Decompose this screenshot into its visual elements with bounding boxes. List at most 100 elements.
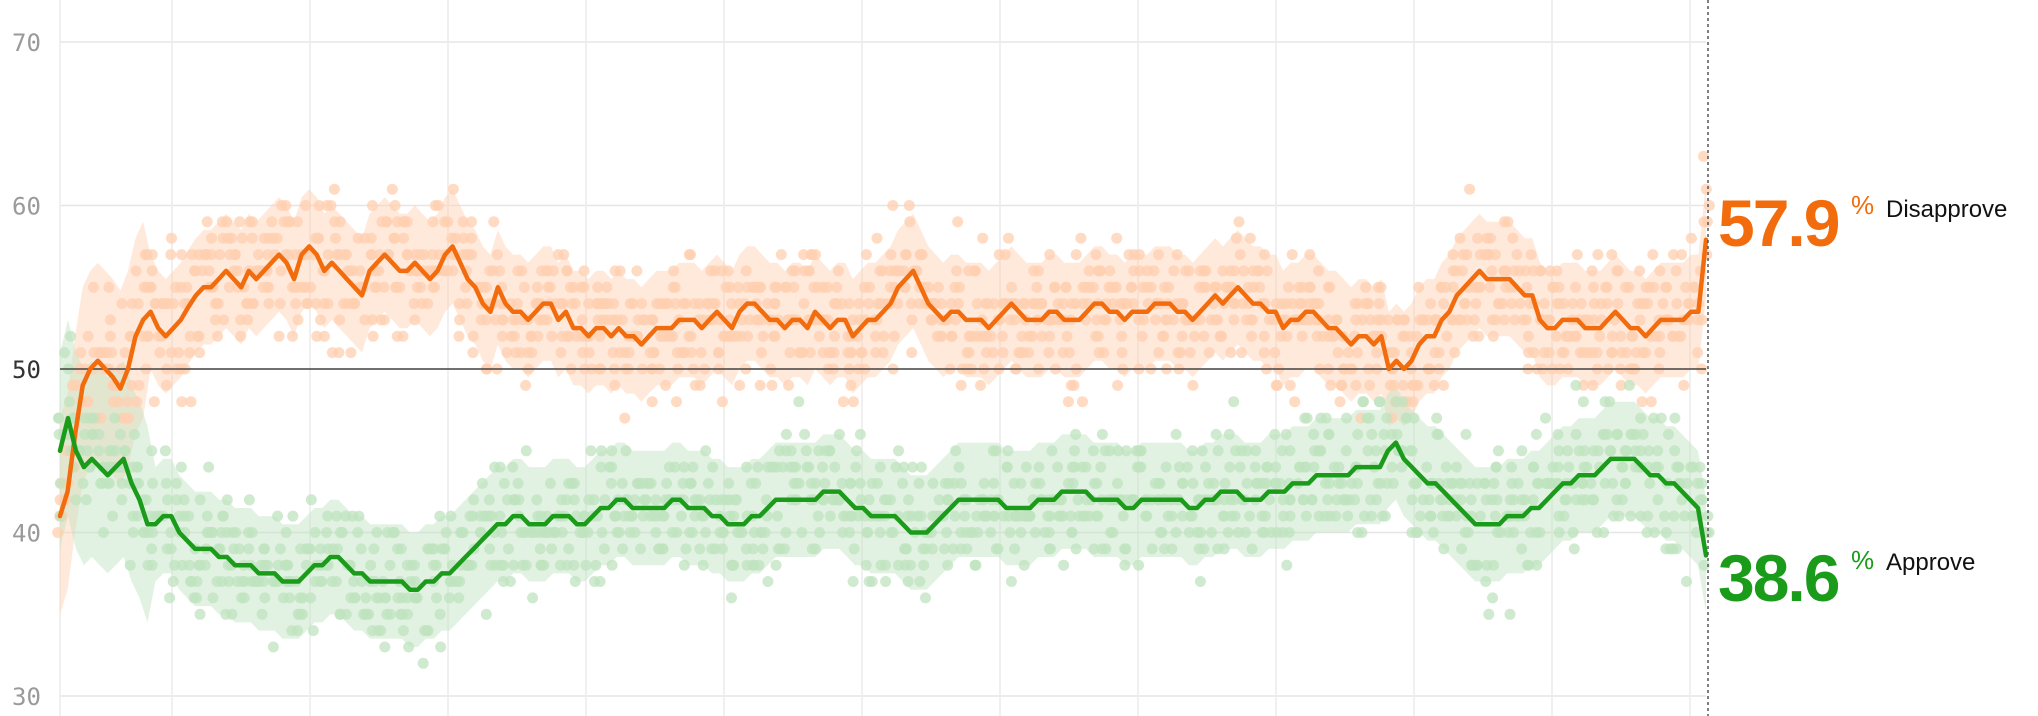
approve-poll-dot (1613, 510, 1625, 522)
disapprove-poll-dot (887, 200, 899, 211)
approve-poll-dot (282, 559, 294, 571)
disapprove-poll-dot (203, 265, 215, 277)
disapprove-poll-dot (1575, 298, 1587, 310)
disapprove-poll-dot (614, 265, 626, 277)
approve-poll-dot (368, 543, 380, 555)
approve-poll-dot (1681, 477, 1693, 489)
disapprove-poll-dot (1036, 330, 1048, 342)
approve-poll-dot (1579, 445, 1590, 457)
disapprove-poll-dot (1269, 347, 1281, 359)
disapprove-poll-dot (212, 330, 224, 342)
approve-poll-dot (918, 559, 930, 571)
disapprove-poll-dot (969, 265, 981, 277)
approve-poll-dot (770, 559, 782, 571)
approve-poll-dot (1698, 559, 1710, 571)
disapprove-poll-dot (935, 298, 947, 310)
disapprove-poll-dot (378, 281, 390, 293)
disapprove-poll-dot (112, 396, 124, 408)
approve-poll-dot (147, 477, 159, 489)
approve-poll-dot (762, 576, 774, 587)
disapprove-poll-dot (670, 298, 682, 310)
disapprove-poll-dot (863, 298, 875, 310)
disapprove-poll-dot (461, 298, 473, 310)
disapprove-poll-dot (1116, 347, 1128, 359)
disapprove-poll-dot (1514, 298, 1526, 310)
disapprove-poll-dot (805, 249, 817, 261)
disapprove-poll-dot (1017, 347, 1029, 359)
disapprove-poll-dot (1100, 314, 1112, 326)
disapprove-poll-dot (467, 330, 479, 342)
approve-poll-dot (1643, 445, 1655, 457)
disapprove-poll-dot (828, 347, 840, 359)
approve-poll-dot (1644, 477, 1656, 489)
approve-poll-dot (1649, 527, 1660, 538)
approve-poll-dot (1381, 412, 1393, 424)
approve-poll-dot (569, 576, 581, 587)
approve-poll-dot (1140, 510, 1152, 522)
approve-poll-dot (942, 494, 954, 506)
disapprove-poll-dot (1387, 379, 1399, 391)
approve-poll-dot (616, 477, 628, 489)
approve-poll-dot (978, 477, 990, 489)
disapprove-poll-dot (1009, 314, 1021, 326)
approve-poll-dot (480, 608, 492, 620)
disapprove-poll-dot (146, 249, 158, 261)
approve-poll-dot (1112, 477, 1123, 489)
disapprove-poll-dot (520, 379, 532, 391)
approve-poll-dot (284, 592, 295, 604)
disapprove-poll-dot (856, 347, 868, 359)
disapprove-poll-dot (305, 281, 317, 293)
approve-poll-dot (178, 494, 190, 506)
approve-poll-dot (292, 625, 303, 637)
approve-poll-dot (854, 428, 866, 440)
disapprove-poll-dot (1133, 249, 1145, 261)
approve-poll-dot (1577, 396, 1589, 408)
approve-poll-dot (1166, 543, 1178, 555)
approve-poll-dot (1186, 510, 1198, 522)
disapprove-poll-dot (724, 281, 736, 293)
approve-poll-dot (1489, 510, 1501, 522)
disapprove-poll-dot (997, 347, 1009, 359)
disapprove-poll-dot (1464, 183, 1476, 195)
approve-poll-dot (803, 461, 815, 473)
disapprove-poll-dot (905, 298, 917, 310)
approve-poll-dot (791, 477, 802, 489)
disapprove-poll-dot (429, 200, 441, 211)
approve-poll-dot (1655, 412, 1667, 424)
approve-poll-dot (1365, 510, 1377, 522)
disapprove-poll-dot (1364, 379, 1376, 391)
disapprove-poll-dot (671, 396, 682, 408)
approve-label: Approve (1886, 549, 1976, 576)
disapprove-poll-dot (1044, 330, 1056, 342)
disapprove-poll-dot (1429, 314, 1441, 326)
disapprove-poll-dot (442, 216, 454, 228)
disapprove-poll-dot (1236, 347, 1248, 359)
disapprove-poll-dot (467, 347, 479, 359)
approve-poll-dot (902, 576, 914, 587)
disapprove-poll-dot (1703, 200, 1715, 211)
disapprove-poll-dot (667, 281, 679, 293)
approve-poll-dot (728, 559, 740, 571)
disapprove-poll-dot (1667, 330, 1679, 342)
approve-poll-dot (1607, 477, 1618, 489)
disapprove-poll-dot (668, 265, 680, 277)
approve-poll-dot (1378, 428, 1390, 440)
approve-poll-dot (1567, 527, 1579, 538)
approve-poll-dot (107, 510, 119, 522)
disapprove-poll-dot (1481, 232, 1493, 244)
disapprove-poll-dot (1428, 379, 1440, 391)
disapprove-poll-dot (575, 281, 587, 293)
approve-poll-dot (685, 477, 697, 489)
approve-poll-dot (1421, 461, 1433, 473)
approve-poll-dot (606, 559, 618, 571)
approve-poll-dot (128, 428, 140, 440)
approve-poll-dot (1488, 559, 1499, 571)
disapprove-poll-dot (874, 265, 886, 277)
approve-poll-dot (280, 527, 292, 538)
approve-poll-dot (464, 510, 476, 522)
approve-poll-dot (913, 477, 925, 489)
disapprove-poll-dot (322, 298, 334, 310)
approve-poll-dot (1276, 445, 1288, 457)
disapprove-poll-dot (1502, 216, 1514, 228)
disapprove-poll-dot (1284, 379, 1296, 391)
